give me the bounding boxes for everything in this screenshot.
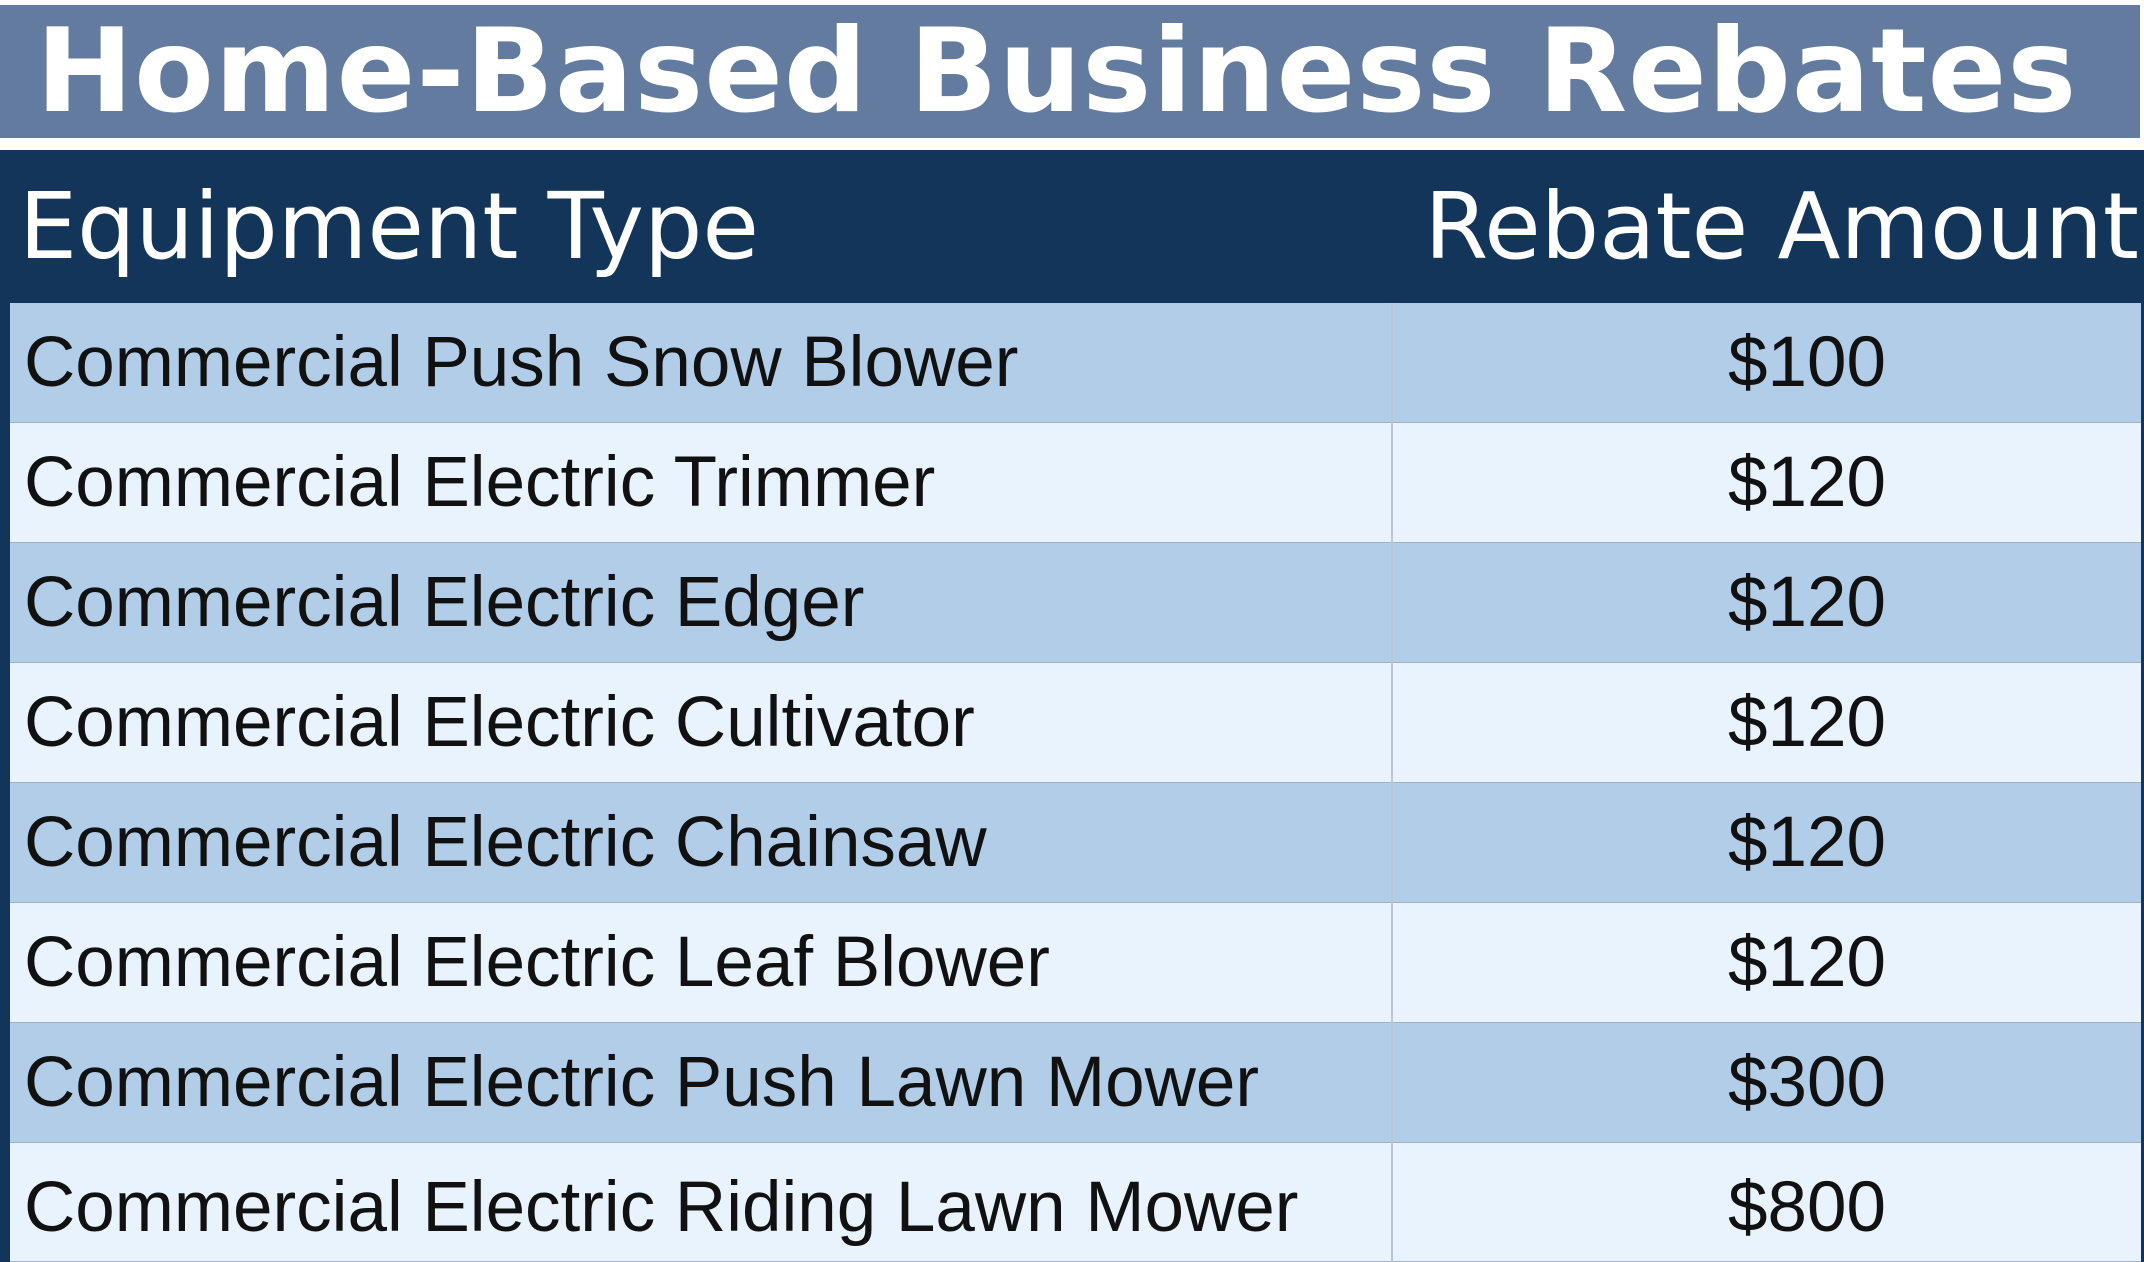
table-row: Commercial Electric Cultivator $120 — [0, 662, 2144, 783]
rebate-amount-cell: $800 — [1392, 1142, 2144, 1262]
equipment-type-cell: Commercial Electric Leaf Blower — [0, 902, 1393, 1023]
rebate-amount-cell: $120 — [1392, 902, 2144, 1023]
rebate-amount-cell: $100 — [1392, 303, 2144, 423]
rebate-amount-cell: $120 — [1392, 662, 2144, 783]
table-row: Commercial Electric Trimmer $120 — [0, 422, 2144, 543]
column-header-rebate-amount: Rebate Amount — [1392, 150, 2144, 303]
title-divider — [0, 138, 2140, 143]
rebate-table: Equipment Type Rebate Amount Commercial … — [0, 150, 2144, 1262]
table-row: Commercial Electric Edger $120 — [0, 542, 2144, 663]
equipment-type-cell: Commercial Electric Edger — [0, 542, 1393, 663]
equipment-type-cell: Commercial Electric Cultivator — [0, 662, 1393, 783]
page-title: Home-Based Business Rebates — [36, 4, 2078, 139]
rebate-amount-cell: $120 — [1392, 782, 2144, 903]
table-row: Commercial Push Snow Blower $100 — [0, 303, 2144, 423]
table-row: Commercial Electric Chainsaw $120 — [0, 782, 2144, 903]
table-row: Commercial Electric Push Lawn Mower $300 — [0, 1022, 2144, 1143]
equipment-type-cell: Commercial Electric Chainsaw — [0, 782, 1393, 903]
rebate-amount-cell: $300 — [1392, 1022, 2144, 1143]
rebate-amount-cell: $120 — [1392, 422, 2144, 543]
column-header-equipment-type: Equipment Type — [5, 150, 1392, 303]
equipment-type-cell: Commercial Electric Trimmer — [0, 422, 1393, 543]
table-header-row: Equipment Type Rebate Amount — [5, 150, 2144, 303]
equipment-type-cell: Commercial Electric Riding Lawn Mower — [0, 1142, 1393, 1262]
table-row: Commercial Electric Riding Lawn Mower $8… — [0, 1142, 2144, 1262]
equipment-type-cell: Commercial Push Snow Blower — [0, 303, 1393, 423]
title-banner — [0, 5, 2140, 138]
table-row: Commercial Electric Leaf Blower $120 — [0, 902, 2144, 1023]
rebate-amount-cell: $120 — [1392, 542, 2144, 663]
equipment-type-cell: Commercial Electric Push Lawn Mower — [0, 1022, 1393, 1143]
